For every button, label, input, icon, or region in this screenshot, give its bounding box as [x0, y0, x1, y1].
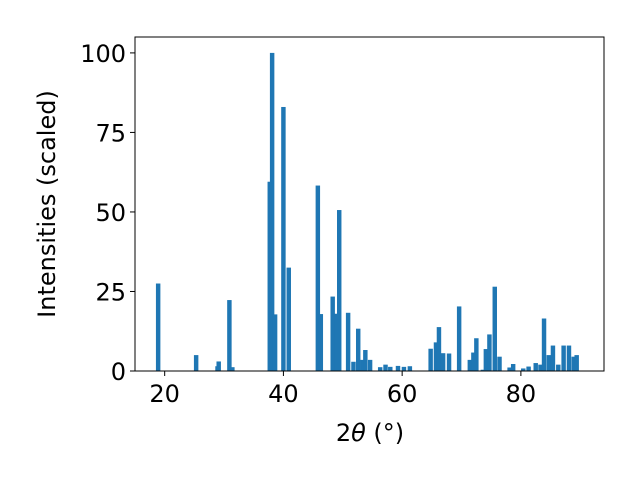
bar	[363, 350, 368, 371]
bar	[272, 314, 278, 371]
bar	[471, 352, 476, 371]
bar	[281, 106, 286, 371]
bar	[330, 296, 335, 371]
y-tick-label: 75	[95, 119, 126, 147]
bar	[440, 353, 446, 371]
bar	[351, 361, 356, 371]
bar	[556, 364, 561, 371]
bar	[574, 355, 579, 371]
bar	[526, 366, 531, 371]
bar	[510, 364, 516, 371]
x-axis-label-theta: θ	[351, 419, 366, 447]
bar	[227, 300, 232, 371]
bar	[383, 364, 388, 371]
y-axis-label: Intensities (scaled)	[33, 90, 61, 318]
bar	[571, 356, 576, 371]
x-tick-label: 80	[506, 380, 537, 408]
bar	[318, 314, 324, 371]
bar	[538, 364, 543, 371]
bar	[193, 355, 199, 371]
x-tick-label: 60	[387, 380, 418, 408]
bar	[541, 318, 547, 371]
bar	[286, 267, 291, 371]
x-axis-label: 2θ (°)	[336, 419, 404, 447]
y-tick-label: 25	[95, 278, 126, 306]
bar	[269, 52, 275, 372]
bar	[497, 356, 502, 371]
x-tick-label: 40	[268, 380, 299, 408]
bar	[216, 361, 221, 371]
bar	[155, 283, 161, 371]
bar	[492, 286, 497, 371]
bar	[487, 334, 492, 371]
y-tick-label: 0	[111, 358, 126, 386]
bar	[483, 349, 489, 371]
bar	[230, 367, 235, 371]
bar	[521, 368, 526, 371]
bar	[367, 359, 373, 371]
bar	[388, 366, 393, 371]
bar	[546, 355, 552, 371]
bar	[480, 369, 486, 371]
bar	[533, 363, 538, 371]
bar	[345, 312, 351, 371]
x-axis-label-unit: (°)	[366, 419, 404, 447]
bar	[433, 342, 439, 371]
bar	[407, 366, 413, 371]
bar	[377, 367, 383, 371]
x-axis: 20 40 60 80	[149, 371, 536, 408]
bar	[334, 313, 339, 371]
bar	[474, 338, 479, 371]
bar	[436, 327, 442, 371]
bars-group	[155, 52, 579, 372]
bar	[315, 185, 321, 371]
bar	[337, 210, 342, 371]
bar	[561, 345, 566, 371]
bar	[401, 366, 407, 371]
bar	[355, 328, 361, 371]
y-tick-label: 50	[95, 199, 126, 227]
x-axis-label-main: 2	[336, 419, 351, 447]
bar	[360, 359, 365, 371]
y-axis: 0 25 50 75 100	[80, 40, 135, 386]
x-tick-label: 20	[149, 380, 180, 408]
bar	[267, 181, 272, 371]
bar	[507, 367, 512, 371]
bar	[467, 359, 473, 371]
bar	[456, 306, 462, 371]
bar	[446, 353, 452, 371]
bar	[428, 348, 433, 371]
bar	[566, 345, 572, 371]
plot-frame	[134, 36, 605, 372]
y-tick-label: 100	[80, 40, 126, 68]
bar	[550, 345, 556, 371]
bar	[395, 365, 401, 371]
